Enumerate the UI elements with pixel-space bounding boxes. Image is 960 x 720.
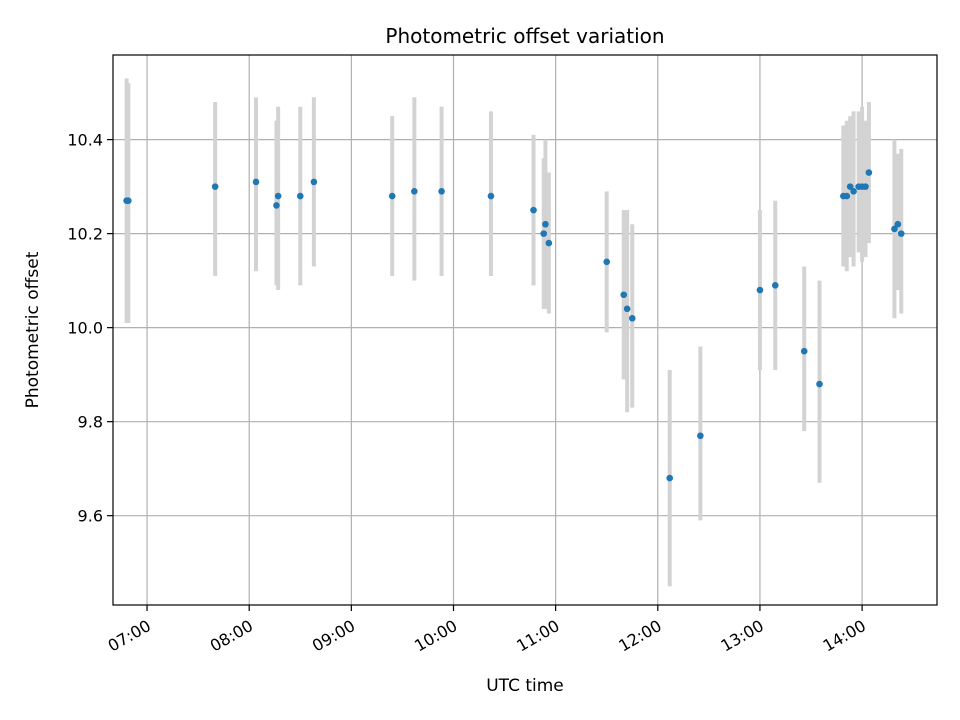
y-tick-label: 10.4 <box>67 131 103 150</box>
data-point <box>296 192 304 200</box>
data-point <box>388 192 396 200</box>
data-point <box>487 192 495 200</box>
data-point <box>542 220 549 228</box>
data-point <box>540 230 548 237</box>
data-point <box>756 286 764 294</box>
data-points <box>123 169 905 482</box>
data-point <box>530 206 537 214</box>
data-point <box>894 220 902 228</box>
grid <box>113 55 937 605</box>
data-point <box>865 169 873 176</box>
axes-frame <box>112 54 938 606</box>
chart-title: Photometric offset variation <box>385 24 664 48</box>
data-point <box>697 432 704 440</box>
data-point <box>310 178 318 186</box>
data-point <box>850 188 857 195</box>
y-tick-label: 10.2 <box>67 225 103 244</box>
data-point <box>623 305 631 313</box>
data-point <box>620 291 628 299</box>
data-point <box>771 282 779 289</box>
data-point <box>603 258 611 266</box>
data-point <box>666 474 674 482</box>
data-point <box>816 380 823 388</box>
data-point <box>125 197 132 205</box>
y-axis-label: Photometric offset <box>23 251 43 408</box>
data-point <box>411 188 418 195</box>
data-point <box>862 183 869 190</box>
data-point <box>846 183 854 190</box>
data-point <box>273 202 280 209</box>
data-point <box>545 239 553 247</box>
data-point <box>897 230 905 237</box>
x-axis-label: UTC time <box>486 676 564 696</box>
data-point <box>438 188 445 195</box>
data-point <box>252 178 260 186</box>
data-point <box>891 225 898 233</box>
data-point <box>628 314 636 322</box>
y-tick-label: 10.0 <box>67 319 103 338</box>
data-point <box>211 183 219 190</box>
y-tick-label: 9.6 <box>78 507 103 526</box>
data-point <box>843 192 851 200</box>
data-point <box>274 192 282 200</box>
data-point <box>800 347 808 355</box>
y-tick-label: 9.8 <box>78 413 103 432</box>
